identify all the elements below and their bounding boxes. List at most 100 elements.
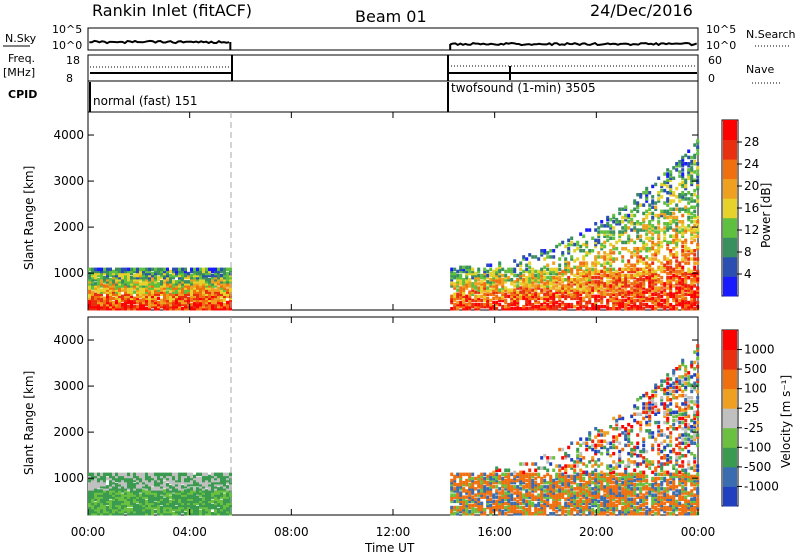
power-cell <box>591 271 595 276</box>
velocity-cell <box>552 493 556 497</box>
power-cell <box>214 302 217 307</box>
power-cell <box>223 290 226 294</box>
power-cell <box>199 282 202 286</box>
power-cell <box>214 273 217 278</box>
velocity-cell <box>531 493 535 497</box>
velocity-cell <box>157 497 160 501</box>
velocity-cell <box>163 472 166 477</box>
power-cell <box>459 275 463 280</box>
power-cell <box>579 273 583 278</box>
power-cell <box>127 275 130 280</box>
velocity-cell <box>513 480 517 485</box>
velocity-cell <box>166 512 169 516</box>
power-cell <box>157 275 160 280</box>
power-cell <box>88 288 91 292</box>
velocity-cell <box>558 480 562 485</box>
power-cell <box>492 292 496 296</box>
velocity-cell <box>480 480 484 485</box>
power-cell <box>687 172 691 176</box>
velocity-cell <box>166 509 169 514</box>
power-cell <box>669 275 673 280</box>
velocity-cell <box>459 501 463 506</box>
power-cell <box>133 273 136 278</box>
velocity-cell <box>531 489 535 493</box>
velocity-cell <box>612 427 616 431</box>
velocity-cell <box>492 476 496 481</box>
power-cell <box>648 249 652 253</box>
velocity-cell <box>609 425 613 429</box>
velocity-cell <box>124 497 127 501</box>
velocity-cell <box>633 489 637 493</box>
power-cell <box>145 269 148 274</box>
velocity-cell <box>199 503 202 508</box>
power-cell <box>172 271 175 276</box>
velocity-cell <box>570 493 574 497</box>
power-cell <box>223 269 226 274</box>
velocity-cell <box>115 476 118 481</box>
velocity-cell <box>588 480 592 485</box>
power-cell <box>561 290 565 294</box>
power-cell <box>693 307 697 311</box>
velocity-cell <box>94 476 97 481</box>
velocity-cell <box>561 505 565 510</box>
velocity-cell <box>103 497 106 501</box>
power-cell <box>534 275 538 280</box>
velocity-cell <box>501 491 505 495</box>
power-cell <box>214 271 217 276</box>
velocity-cell <box>196 491 199 495</box>
power-cell <box>540 267 544 272</box>
power-cell <box>639 282 643 286</box>
velocity-cell <box>450 478 454 483</box>
power-cell <box>88 267 91 272</box>
velocity-cell <box>121 503 124 508</box>
power-cell <box>594 257 598 261</box>
power-cell <box>669 280 673 284</box>
power-cell <box>669 284 673 288</box>
power-cell <box>669 292 673 296</box>
power-cell <box>597 261 601 265</box>
power-cell <box>675 296 679 301</box>
velocity-cell <box>465 478 469 483</box>
power-cell <box>561 251 565 255</box>
power-cell <box>567 282 571 286</box>
power-cell <box>570 286 574 290</box>
velocity-cell <box>546 503 550 508</box>
velocity-cell <box>178 507 181 512</box>
velocity-cell <box>208 497 211 501</box>
velocity-cell <box>145 478 148 483</box>
velocity-cell <box>139 505 142 510</box>
power-cell <box>591 236 595 240</box>
power-cell <box>142 273 145 278</box>
power-cell <box>130 275 133 280</box>
power-cell <box>567 290 571 294</box>
velocity-cell <box>139 474 142 479</box>
power-cell <box>178 284 181 288</box>
velocity-cell <box>585 464 589 468</box>
velocity-cell <box>100 512 103 516</box>
velocity-cell <box>184 493 187 497</box>
power-cell <box>669 215 673 220</box>
power-cell <box>199 298 202 303</box>
velocity-cell <box>636 406 640 410</box>
power-cell <box>651 253 655 257</box>
power-cell <box>678 193 682 197</box>
station-title: Rankin Inlet (fitACF) <box>92 1 252 20</box>
velocity-cell <box>459 493 463 497</box>
velocity-cell <box>621 501 625 506</box>
power-cell <box>624 205 628 209</box>
velocity-cell <box>579 497 583 501</box>
power-cell <box>585 242 589 247</box>
power-cell <box>112 300 115 305</box>
power-cell <box>588 284 592 288</box>
velocity-cell <box>618 499 622 504</box>
velocity-cell <box>166 472 169 477</box>
power-cell <box>576 294 580 299</box>
power-cell <box>660 188 664 193</box>
power-cell <box>612 286 616 290</box>
velocity-cell <box>561 493 565 497</box>
power-cell <box>672 217 676 222</box>
velocity-cell <box>603 509 607 514</box>
power-cell <box>534 280 538 284</box>
velocity-cell <box>109 483 112 487</box>
power-cell <box>97 284 100 288</box>
